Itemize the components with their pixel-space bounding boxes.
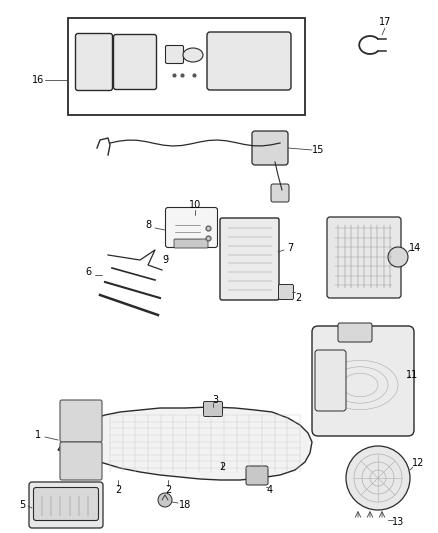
FancyBboxPatch shape	[207, 32, 291, 90]
Ellipse shape	[183, 48, 203, 62]
FancyBboxPatch shape	[60, 442, 102, 480]
FancyBboxPatch shape	[60, 400, 102, 442]
FancyBboxPatch shape	[271, 184, 289, 202]
Text: 16: 16	[32, 75, 44, 85]
Circle shape	[388, 247, 408, 267]
Text: 2: 2	[165, 485, 171, 495]
Bar	[68, 18, 305, 115]
FancyBboxPatch shape	[279, 285, 293, 300]
Text: 2: 2	[115, 485, 121, 495]
FancyBboxPatch shape	[246, 466, 268, 485]
Text: 6: 6	[85, 267, 91, 277]
Text: 7: 7	[287, 243, 293, 253]
FancyBboxPatch shape	[113, 35, 156, 90]
FancyBboxPatch shape	[33, 488, 99, 521]
Text: 13: 13	[392, 517, 404, 527]
Text: 14: 14	[409, 243, 421, 253]
Text: 8: 8	[145, 220, 151, 230]
FancyBboxPatch shape	[166, 45, 184, 63]
FancyBboxPatch shape	[312, 326, 414, 436]
Text: 2: 2	[219, 462, 225, 472]
FancyBboxPatch shape	[204, 401, 223, 416]
Text: 4: 4	[267, 485, 273, 495]
Polygon shape	[58, 407, 312, 480]
FancyBboxPatch shape	[252, 131, 288, 165]
Text: 9: 9	[162, 255, 168, 265]
Text: 1: 1	[35, 430, 41, 440]
FancyBboxPatch shape	[315, 350, 346, 411]
Text: 11: 11	[406, 370, 418, 380]
Text: 17: 17	[379, 17, 391, 27]
Text: 2: 2	[295, 293, 301, 303]
Text: 5: 5	[19, 500, 25, 510]
Circle shape	[346, 446, 410, 510]
FancyBboxPatch shape	[327, 217, 401, 298]
FancyBboxPatch shape	[220, 218, 279, 300]
Circle shape	[158, 493, 172, 507]
FancyBboxPatch shape	[174, 239, 208, 248]
FancyBboxPatch shape	[166, 207, 218, 247]
Text: 15: 15	[312, 145, 324, 155]
Text: 3: 3	[212, 395, 218, 405]
Text: 12: 12	[412, 458, 424, 468]
FancyBboxPatch shape	[29, 482, 103, 528]
Text: 10: 10	[189, 200, 201, 210]
FancyBboxPatch shape	[338, 323, 372, 342]
Text: 18: 18	[179, 500, 191, 510]
FancyBboxPatch shape	[75, 34, 113, 91]
